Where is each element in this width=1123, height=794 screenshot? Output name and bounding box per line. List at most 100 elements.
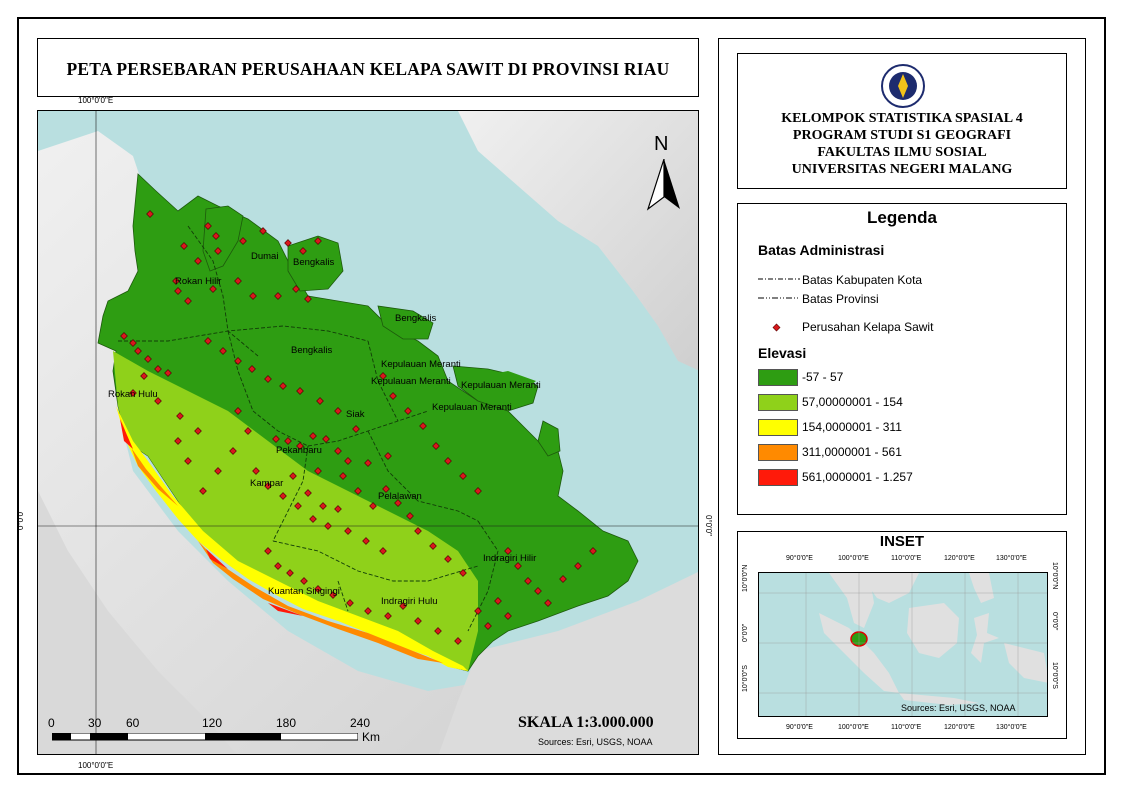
company-point[interactable] — [459, 472, 467, 480]
company-point[interactable] — [362, 537, 370, 545]
company-point[interactable] — [494, 597, 502, 605]
company-point[interactable] — [419, 422, 427, 430]
company-point[interactable] — [364, 459, 372, 467]
company-point[interactable] — [234, 407, 242, 415]
company-point[interactable] — [352, 425, 360, 433]
company-point[interactable] — [414, 617, 422, 625]
company-point[interactable] — [274, 292, 282, 300]
company-point[interactable] — [154, 397, 162, 405]
company-point[interactable] — [259, 227, 267, 235]
company-point[interactable] — [434, 627, 442, 635]
company-point[interactable] — [204, 222, 212, 230]
company-point[interactable] — [244, 427, 252, 435]
company-point[interactable] — [379, 372, 387, 380]
company-point[interactable] — [292, 285, 300, 293]
company-point[interactable] — [249, 292, 257, 300]
company-point[interactable] — [164, 369, 172, 377]
company-point[interactable] — [314, 467, 322, 475]
company-point[interactable] — [264, 375, 272, 383]
company-point[interactable] — [219, 347, 227, 355]
company-point[interactable] — [329, 591, 337, 599]
company-point[interactable] — [444, 457, 452, 465]
company-point[interactable] — [184, 457, 192, 465]
company-point[interactable] — [314, 237, 322, 245]
main-map[interactable] — [38, 111, 699, 755]
company-point[interactable] — [384, 612, 392, 620]
company-point[interactable] — [589, 547, 597, 555]
company-point[interactable] — [319, 502, 327, 510]
company-point[interactable] — [296, 442, 304, 450]
company-point[interactable] — [406, 512, 414, 520]
company-point[interactable] — [334, 505, 342, 513]
company-point[interactable] — [214, 247, 222, 255]
company-point[interactable] — [129, 339, 137, 347]
company-point[interactable] — [534, 587, 542, 595]
company-point[interactable] — [212, 232, 220, 240]
company-point[interactable] — [314, 585, 322, 593]
company-point[interactable] — [524, 577, 532, 585]
company-point[interactable] — [264, 482, 272, 490]
company-point[interactable] — [279, 382, 287, 390]
company-point[interactable] — [334, 407, 342, 415]
company-point[interactable] — [289, 472, 297, 480]
company-point[interactable] — [120, 332, 128, 340]
company-point[interactable] — [214, 467, 222, 475]
company-point[interactable] — [504, 547, 512, 555]
company-point[interactable] — [300, 577, 308, 585]
company-point[interactable] — [379, 547, 387, 555]
company-point[interactable] — [272, 435, 280, 443]
inset-map[interactable]: Sources: Esri, USGS, NOAA — [758, 572, 1048, 717]
company-point[interactable] — [279, 492, 287, 500]
company-point[interactable] — [209, 285, 217, 293]
company-point[interactable] — [204, 337, 212, 345]
company-point[interactable] — [174, 437, 182, 445]
company-point[interactable] — [154, 365, 162, 373]
company-point[interactable] — [559, 575, 567, 583]
company-point[interactable] — [172, 277, 180, 285]
company-point[interactable] — [248, 365, 256, 373]
company-point[interactable] — [432, 442, 440, 450]
company-point[interactable] — [404, 407, 412, 415]
company-point[interactable] — [180, 242, 188, 250]
company-point[interactable] — [382, 485, 390, 493]
company-point[interactable] — [294, 502, 302, 510]
company-point[interactable] — [444, 555, 452, 563]
company-point[interactable] — [284, 239, 292, 247]
company-point[interactable] — [299, 247, 307, 255]
company-point[interactable] — [344, 527, 352, 535]
company-point[interactable] — [429, 542, 437, 550]
company-point[interactable] — [274, 562, 282, 570]
company-point[interactable] — [304, 489, 312, 497]
company-point[interactable] — [474, 607, 482, 615]
company-point[interactable] — [514, 562, 522, 570]
company-point[interactable] — [194, 427, 202, 435]
company-point[interactable] — [184, 297, 192, 305]
company-point[interactable] — [309, 432, 317, 440]
company-point[interactable] — [344, 457, 352, 465]
company-point[interactable] — [324, 522, 332, 530]
company-point[interactable] — [239, 237, 247, 245]
company-point[interactable] — [504, 612, 512, 620]
company-point[interactable] — [334, 447, 342, 455]
company-point[interactable] — [544, 599, 552, 607]
company-point[interactable] — [146, 210, 154, 218]
company-point[interactable] — [354, 487, 362, 495]
company-point[interactable] — [384, 452, 392, 460]
company-point[interactable] — [234, 277, 242, 285]
company-point[interactable] — [234, 357, 242, 365]
company-point[interactable] — [174, 287, 182, 295]
company-point[interactable] — [229, 447, 237, 455]
company-point[interactable] — [304, 295, 312, 303]
company-point[interactable] — [199, 487, 207, 495]
company-point[interactable] — [484, 622, 492, 630]
company-point[interactable] — [286, 569, 294, 577]
company-point[interactable] — [316, 397, 324, 405]
company-point[interactable] — [414, 527, 422, 535]
company-point[interactable] — [296, 387, 304, 395]
company-point[interactable] — [474, 487, 482, 495]
company-point[interactable] — [454, 637, 462, 645]
company-point[interactable] — [339, 472, 347, 480]
company-point[interactable] — [369, 502, 377, 510]
company-point[interactable] — [322, 435, 330, 443]
company-point[interactable] — [129, 389, 137, 397]
